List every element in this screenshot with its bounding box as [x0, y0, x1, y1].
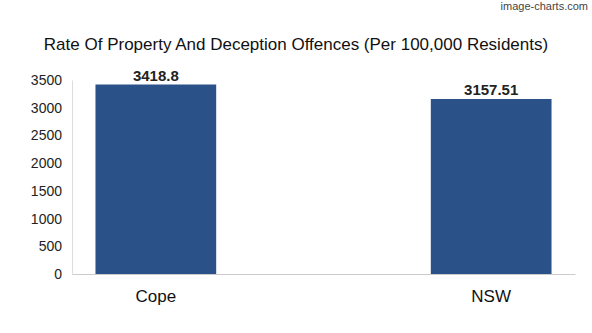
title: Rate Of Property And Deception Offences … [44, 35, 548, 54]
y-tick: 2000 [31, 155, 72, 171]
y-tick: 1500 [31, 183, 72, 199]
bar [95, 85, 216, 274]
x-axis-line [73, 274, 576, 275]
y-tick-label: 3000 [31, 100, 62, 116]
y-tick: 500 [39, 238, 72, 254]
data-label: 3418.8 [133, 67, 179, 84]
y-tick-label: 500 [39, 238, 63, 254]
x-tick-label: Cope [136, 287, 177, 306]
bar [431, 99, 552, 274]
chart-container: image-charts.com Rate Of Property And Dec… [0, 0, 592, 333]
y-tick: 3000 [31, 100, 72, 116]
y-tick: 0 [54, 266, 72, 282]
data-labels: 3418.8 3157.51 [133, 67, 518, 98]
y-tick: 2500 [31, 127, 72, 143]
bars [95, 85, 551, 274]
y-axis: 0 500 1000 1500 2000 2500 3000 3500 [31, 72, 73, 282]
chart-svg: image-charts.com Rate Of Property And Dec… [0, 0, 592, 333]
y-tick-label: 2000 [31, 155, 62, 171]
y-axis-line [72, 81, 73, 275]
x-axis: Cope NSW [73, 274, 576, 306]
y-tick: 1000 [31, 211, 72, 227]
y-tick-label: 2500 [31, 127, 62, 143]
y-tick-label: 3500 [31, 72, 62, 88]
y-tick-label: 1500 [31, 183, 62, 199]
y-tick-label: 0 [54, 266, 62, 282]
x-tick-label: NSW [471, 287, 511, 306]
plot-area: 0 500 1000 1500 2000 2500 3000 3500 Cope NSW 3418.… [31, 67, 576, 307]
y-tick: 3500 [31, 72, 72, 88]
y-tick-label: 1000 [31, 211, 62, 227]
watermark: image-charts.com [501, 0, 588, 12]
data-label: 3157.51 [464, 81, 518, 98]
x-tick: Cope [136, 274, 177, 306]
x-tick: NSW [471, 274, 511, 306]
